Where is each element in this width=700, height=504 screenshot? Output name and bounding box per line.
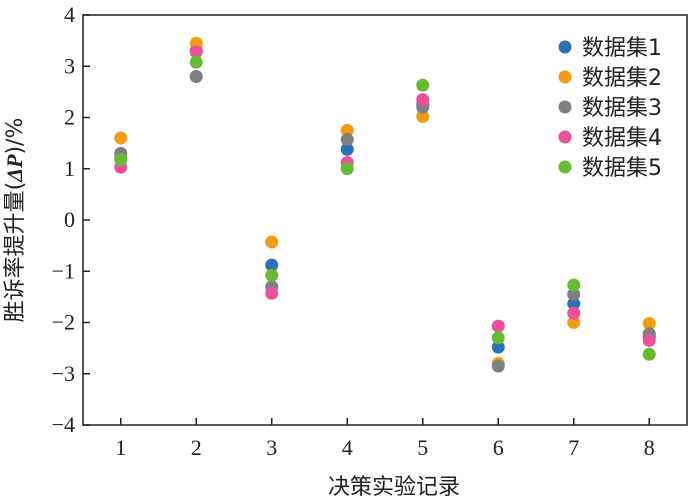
legend-label: 数据集2: [582, 66, 662, 91]
legend-marker: [558, 40, 572, 54]
data-point-series-1: [491, 340, 505, 354]
data-point-series-1: [567, 297, 581, 311]
data-point-series-5: [567, 278, 581, 292]
data-point-series-2: [567, 316, 581, 329]
y-tick-label: −2: [52, 310, 75, 335]
y-tick-label: 1: [64, 156, 75, 181]
data-point-series-4: [416, 93, 430, 107]
legend-label: 数据集5: [582, 156, 662, 181]
data-point-series-4: [567, 306, 581, 320]
y-tick-label: 4: [64, 2, 75, 27]
x-axis-title: 决策实验记录: [328, 475, 460, 500]
data-points: [114, 36, 656, 373]
data-point-series-4: [265, 286, 279, 300]
y-axis: 4 3 2 1 0 −1 −2 −3 −4: [52, 2, 90, 437]
y-tick-label: 0: [64, 207, 75, 232]
legend-label: 数据集3: [582, 96, 662, 121]
data-point-series-2: [642, 317, 656, 331]
x-axis: 1 2 3 4 5 6 7 8: [115, 418, 655, 460]
y-tick-label: −3: [52, 361, 75, 386]
legend-label: 数据集4: [582, 126, 662, 151]
data-point-series-5: [416, 78, 430, 92]
x-tick-label: 7: [568, 435, 579, 460]
y-tick-label: −1: [52, 258, 75, 283]
x-tick-label: 1: [115, 435, 126, 460]
data-point-series-2: [416, 109, 430, 123]
y-axis-title: 胜诉率提升量(ΔP)/%: [2, 118, 28, 323]
y-axis-title-symbol: ΔP: [2, 154, 27, 183]
y-axis-title-unit: )/%: [3, 118, 28, 155]
legend-marker: [558, 130, 572, 144]
legend: 数据集1 数据集2 数据集3 数据集4 数据集5: [558, 36, 662, 181]
legend-marker: [558, 100, 572, 114]
x-tick-label: 5: [417, 435, 428, 460]
x-tick-label: 8: [644, 435, 655, 460]
y-tick-label: 2: [64, 105, 75, 130]
x-tick-label: 6: [493, 435, 504, 460]
data-point-series-3: [340, 133, 354, 147]
data-point-series-1: [340, 142, 354, 156]
data-point-series-4: [189, 45, 203, 59]
data-point-series-3: [189, 70, 203, 83]
data-point-series-2: [265, 235, 279, 249]
data-point-series-5: [114, 153, 128, 167]
data-point-series-4: [642, 333, 656, 347]
legend-label: 数据集1: [582, 36, 662, 61]
x-tick-label: 4: [342, 435, 353, 460]
legend-marker: [558, 160, 572, 174]
y-tick-label: −4: [52, 412, 75, 437]
data-point-series-3: [491, 359, 505, 373]
x-tick-label: 3: [266, 435, 277, 460]
data-point-series-2: [114, 131, 128, 145]
data-point-series-3: [567, 287, 581, 301]
data-point-series-1: [265, 258, 279, 272]
x-tick-label: 2: [191, 435, 202, 460]
y-axis-title-main: 胜诉率提升量(: [3, 182, 28, 323]
data-point-series-5: [340, 162, 354, 176]
data-point-series-5: [265, 268, 279, 282]
data-point-series-2: [340, 123, 354, 137]
y-tick-label: 3: [64, 53, 75, 78]
data-point-series-5: [189, 55, 203, 69]
data-point-series-4: [491, 319, 505, 333]
data-point-series-5: [642, 347, 656, 361]
data-point-series-5: [491, 331, 505, 345]
legend-marker: [558, 70, 572, 84]
